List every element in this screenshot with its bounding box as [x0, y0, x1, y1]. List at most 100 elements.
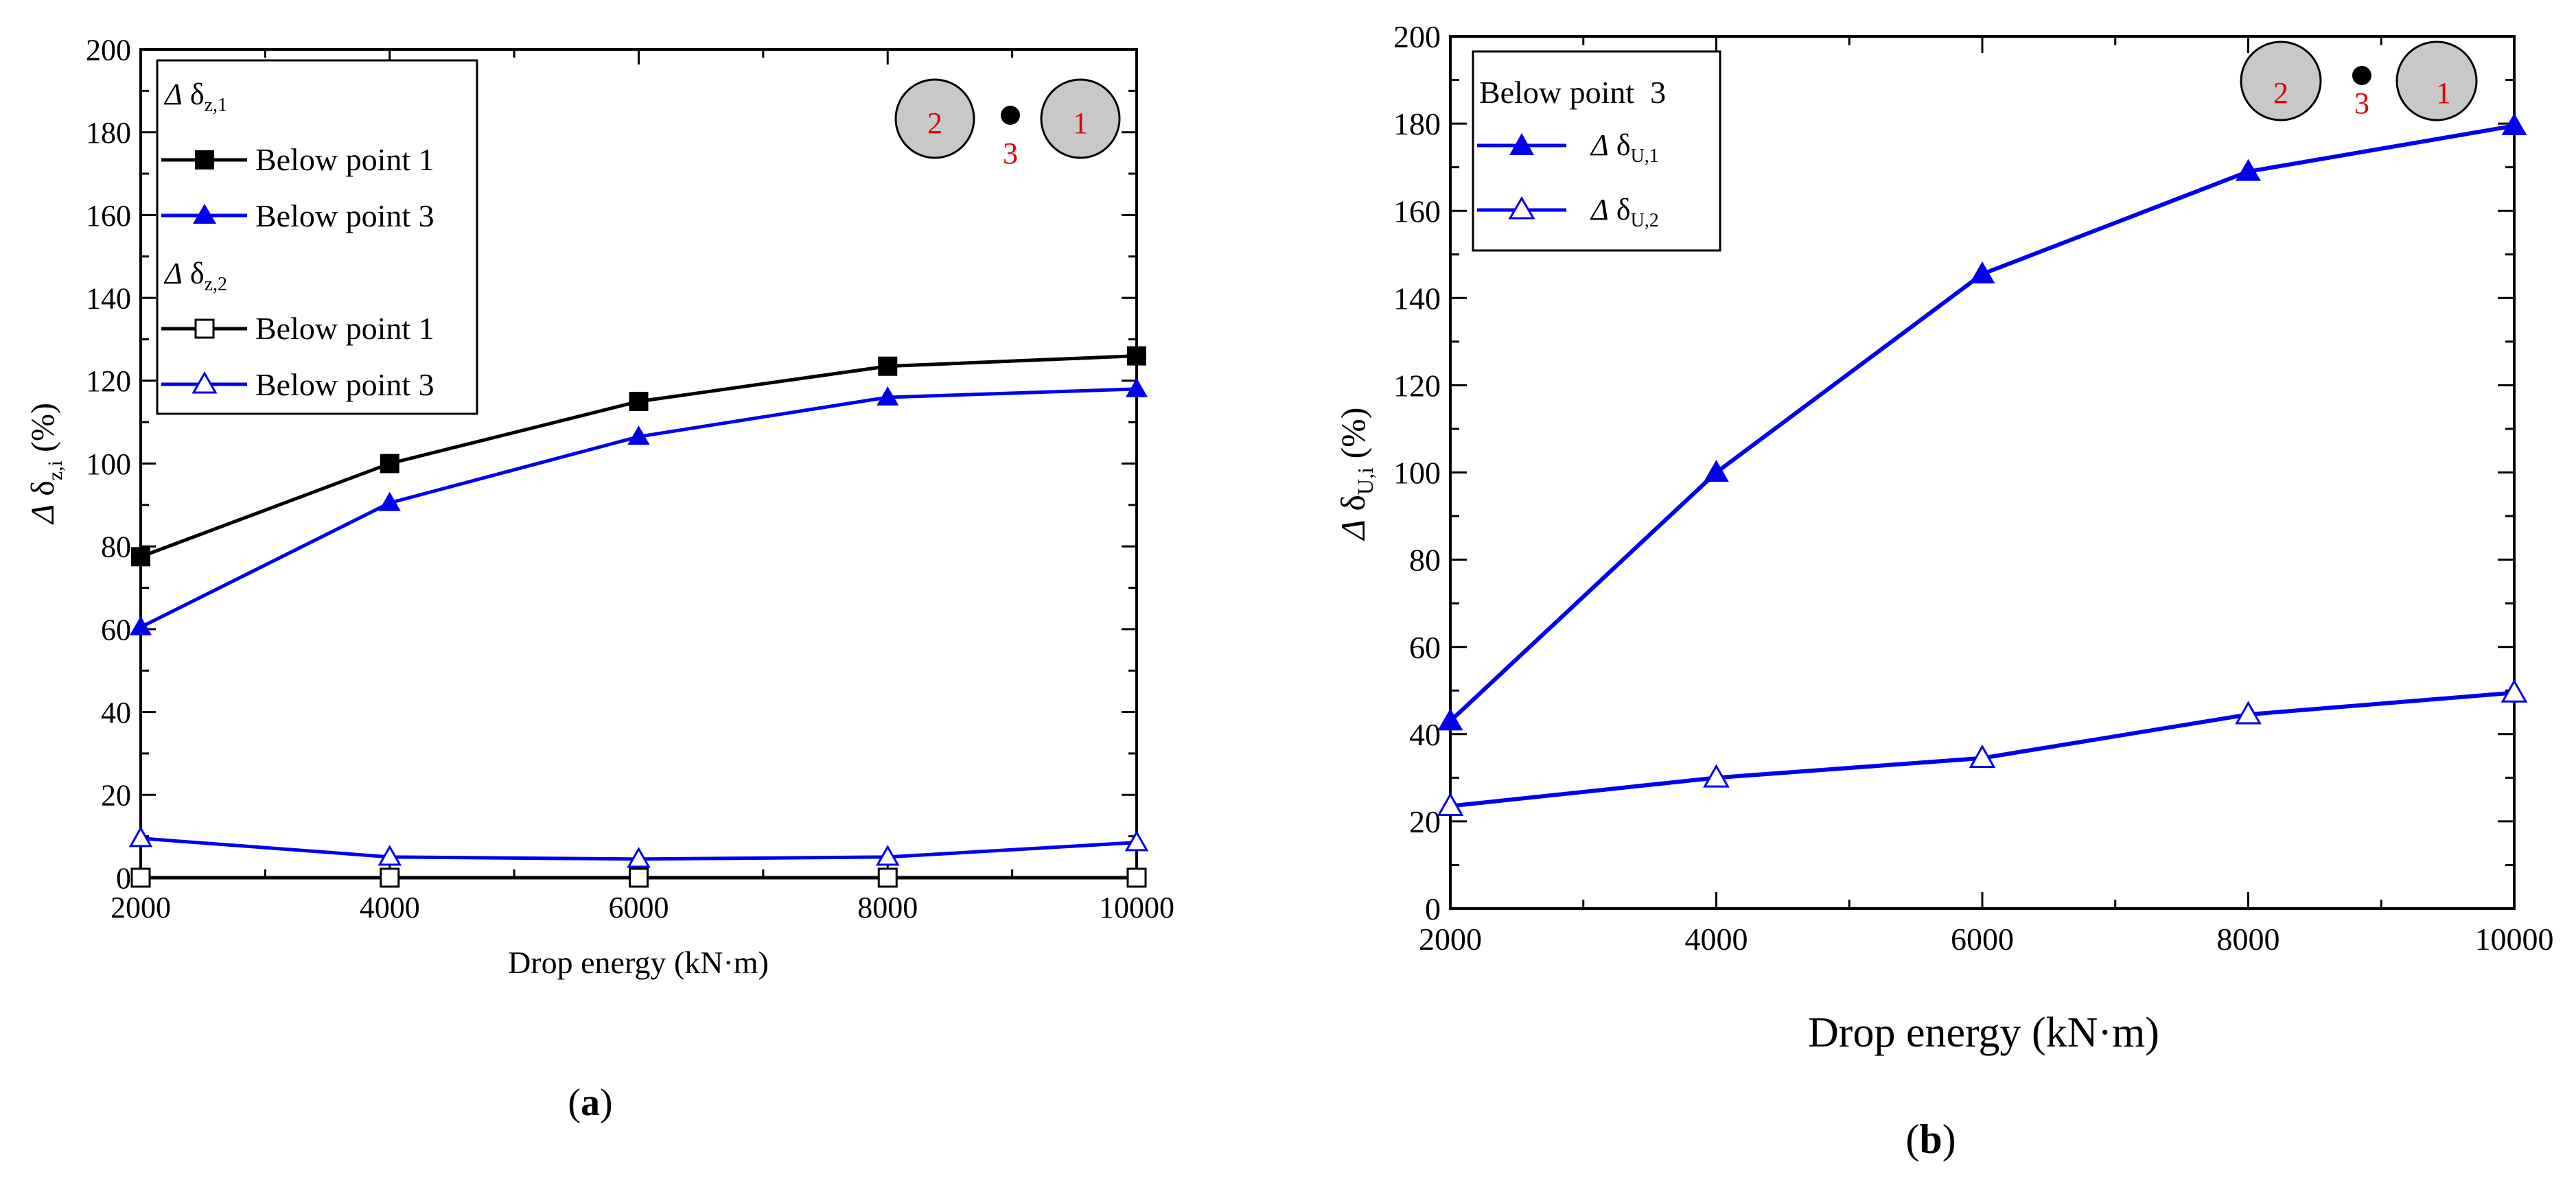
data-point-s1-1 [131, 547, 150, 567]
x-tick-label: 10000 [1099, 891, 1174, 924]
inset-diagram-b: 2 3 1 [2240, 40, 2478, 121]
data-point-s3-3 [629, 867, 649, 888]
data-point-s1-1 [1437, 708, 1463, 731]
data-point-s3-1 [130, 867, 151, 888]
data-point-s2-1 [1437, 792, 1464, 816]
x-axis-label-b: Drop energy (kN·m) [1808, 1009, 2159, 1056]
legend-entry-b-1: Δ δU,1 [1477, 128, 1659, 167]
data-point-s1-4 [878, 356, 898, 376]
legend-group-title-1: Δ δz,1 [163, 78, 227, 116]
x-tick-label: 6000 [609, 891, 669, 924]
y-tick-label: 80 [101, 530, 131, 564]
legend-entry-a-3: Below point 1 [161, 311, 434, 346]
data-point-s1-2 [380, 454, 399, 473]
ticks-b: 0 20 40 60 80 100 120 140 160 180 200 2000 4000 6000 8… [1393, 19, 2554, 957]
y-tick-label: 20 [1409, 804, 1441, 839]
data-point-s1-3 [629, 391, 649, 411]
y-tick-label: 40 [1409, 717, 1441, 752]
legend-b: Below point 3 Δ δU,1 Δ δU,2 [1472, 50, 1721, 252]
y-tick-label: 40 [101, 696, 131, 729]
y-tick-label: 100 [86, 447, 131, 481]
data-point-s4-5 [1124, 830, 1149, 852]
svg-text:1: 1 [2436, 76, 2451, 110]
y-tick-label: 0 [116, 861, 131, 895]
y-tick-label: 100 [1393, 456, 1441, 491]
legend-title-b: Below point 3 [1479, 75, 1666, 110]
svg-text:2: 2 [927, 106, 942, 140]
y-tick-label: 120 [86, 364, 131, 398]
data-point-s4-2 [378, 845, 402, 866]
svg-text:Below point 1: Below point 1 [255, 142, 434, 177]
y-tick-label: 160 [86, 199, 131, 233]
x-tick-label: 4000 [360, 891, 420, 924]
svg-text:2: 2 [2273, 76, 2288, 110]
x-tick-label: 8000 [857, 891, 918, 924]
data-point-s1-5 [1127, 346, 1146, 366]
svg-text:Below point 3: Below point 3 [255, 198, 434, 233]
x-axis-label-a: Drop energy (kN·m) [508, 945, 769, 980]
y-tick-label: 80 [1409, 543, 1441, 578]
data-point-s2-5 [1125, 377, 1148, 397]
y-axis-label-b: Δ δU,i (%) [1334, 408, 1378, 541]
panel-label-a: (a) [568, 1081, 612, 1124]
panel-a: 0 20 40 60 80 100 120 140 160 180 200 2000 4000 6000 8… [25, 33, 1174, 1124]
svg-text:Below point 1: Below point 1 [255, 311, 434, 346]
series-a [128, 346, 1149, 888]
legend-entry-a-2: Below point 3 [161, 198, 434, 233]
svg-text:Below point 3: Below point 3 [255, 367, 434, 402]
svg-text:Δ δU,2: Δ δU,2 [1590, 193, 1659, 231]
data-point-s2-3 [1969, 744, 1996, 769]
series-line-2 [139, 387, 1137, 629]
data-point-s3-4 [877, 867, 898, 888]
svg-text:Δ δU,1: Δ δU,1 [1590, 128, 1659, 167]
data-point-s1-2 [1704, 460, 1729, 482]
legend-entry-a-1: Below point 1 [161, 142, 434, 177]
y-tick-label: 180 [1393, 106, 1441, 141]
data-point-s2-1 [129, 616, 152, 635]
data-point-s1-3 [1969, 261, 1995, 283]
y-tick-label: 60 [1409, 630, 1441, 665]
y-tick-label: 140 [86, 282, 131, 316]
data-point-s3-5 [1126, 867, 1147, 888]
data-point-s3-2 [380, 867, 400, 888]
x-tick-label: 2000 [1419, 922, 1482, 957]
data-point-s2-4 [877, 386, 899, 406]
legend-entry-a-4: Below point 3 [161, 367, 434, 402]
y-tick-label: 60 [101, 613, 131, 646]
y-tick-label: 140 [1393, 281, 1441, 316]
legend-group-title-2: Δ δz,2 [163, 257, 227, 295]
data-point-s4-4 [875, 845, 900, 866]
data-point-s2-2 [378, 491, 401, 511]
svg-text:Δ δz,i (%): Δ δz,i (%) [25, 403, 67, 525]
y-tick-label: 200 [1393, 19, 1441, 54]
y-tick-label: 160 [1393, 194, 1441, 229]
y-tick-label: 20 [101, 779, 131, 812]
y-tick-label: 200 [86, 33, 131, 67]
data-point-s2-2 [1703, 764, 1730, 788]
data-point-s4-1 [128, 826, 153, 847]
panel-label-b: (b) [1905, 1116, 1956, 1162]
data-point-s4-3 [627, 847, 651, 868]
inset-diagram-a: 2 3 1 [894, 78, 1121, 170]
data-point-s1-5 [2501, 113, 2527, 135]
data-point-s2-4 [2235, 701, 2262, 725]
panel-b: 0 20 40 60 80 100 120 140 160 180 200 2000 4000 6000 8… [1334, 19, 2554, 1162]
legend-a: Δ δz,1 Below point 1 Below point 3 Δ δz,… [156, 59, 478, 415]
svg-text:3: 3 [2354, 86, 2369, 120]
data-point-s1-4 [2236, 159, 2261, 181]
ticks-a: 0 20 40 60 80 100 120 140 160 180 200 2000 4000 6000 8… [86, 33, 1174, 924]
svg-text:3: 3 [1003, 137, 1018, 170]
y-tick-label: 0 [1425, 891, 1441, 926]
x-tick-label: 6000 [1951, 922, 2014, 957]
svg-text:Δ δU,i (%): Δ δU,i (%) [1334, 408, 1378, 541]
x-tick-label: 2000 [111, 891, 171, 924]
data-point-s2-3 [627, 425, 650, 445]
svg-text:1: 1 [1073, 106, 1088, 140]
y-tick-label: 120 [1393, 369, 1441, 404]
data-point-s2-5 [2500, 679, 2528, 703]
y-axis-label-a: Δ δz,i (%) [25, 403, 67, 525]
x-tick-label: 4000 [1685, 922, 1748, 957]
legend-entry-b-2: Δ δU,2 [1477, 193, 1659, 231]
